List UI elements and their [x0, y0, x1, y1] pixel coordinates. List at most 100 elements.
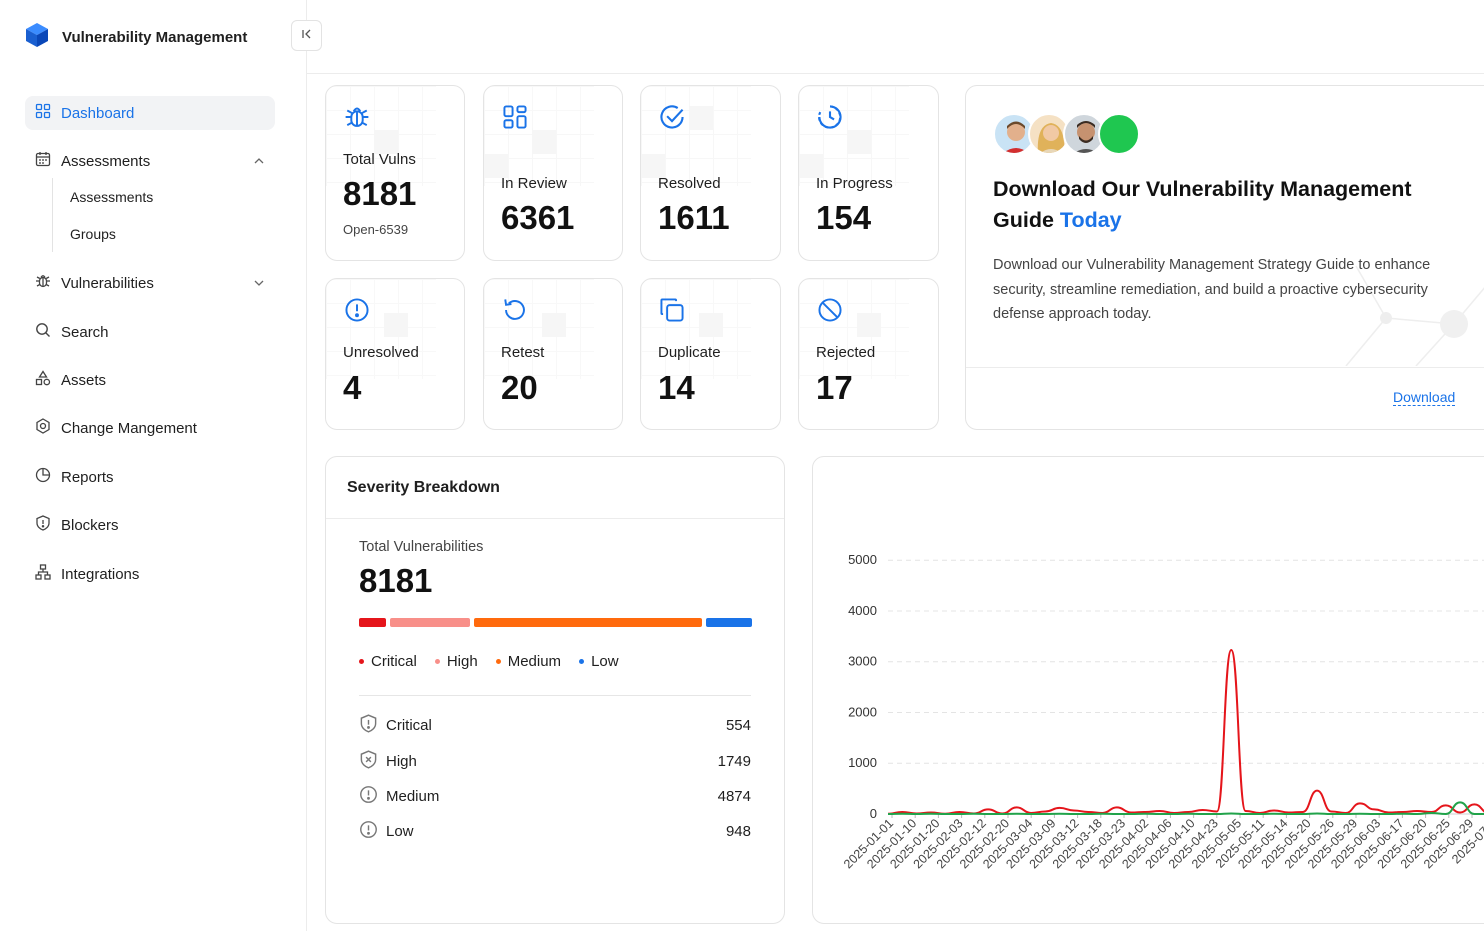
trend-chart: 0100020003000400050002025-01-012025-01-1…: [841, 552, 1484, 871]
stat-card-unresolved[interactable]: Unresolved 4: [325, 278, 465, 430]
trend-chart-card: 0 1000 2000 3000 4000 5000 2025-01-01 2025-01-1…: [812, 456, 1484, 924]
alert-circle-icon: [359, 820, 378, 843]
legend-label: Medium: [507, 653, 562, 670]
sidebar-item-assets[interactable]: Assets: [25, 363, 275, 397]
sidebar-subitem-groups[interactable]: Groups: [70, 225, 116, 242]
collapse-sidebar-button[interactable]: [291, 20, 322, 51]
stat-value: 4: [343, 369, 362, 406]
brand[interactable]: Vulnerability Management: [24, 22, 247, 53]
pattern-square: [689, 106, 713, 130]
shield-alert-icon: [35, 515, 51, 535]
stat-card-resolved[interactable]: Resolved 1611: [640, 85, 781, 261]
rotate-icon: [502, 297, 528, 328]
severity-breakdown-card: Severity Breakdown Total Vulnerabilities…: [325, 456, 785, 924]
severity-name: Low: [386, 822, 414, 840]
stat-value: 6361: [501, 199, 575, 236]
stat-card-in-review[interactable]: In Review 6361: [483, 85, 623, 261]
stat-sublabel: Open-6539: [343, 222, 409, 237]
sidebar-item-integrations[interactable]: Integrations: [25, 557, 275, 591]
shield-x-icon: [359, 749, 378, 773]
sidebar-item-dashboard[interactable]: Dashboard: [25, 96, 275, 130]
sidebar-item-search[interactable]: Search: [25, 315, 275, 349]
promo-description: Download our Vulnerability Management St…: [993, 257, 1431, 322]
promo-title: Download Our Vulnerability Management Gu…: [993, 174, 1433, 236]
sidebar: Vulnerability Management Dashboard: [0, 0, 307, 931]
download-link[interactable]: Download: [1393, 389, 1456, 406]
sidebar-item-vulnerabilities[interactable]: Vulnerabilities: [25, 266, 275, 300]
hexagon-icon: [35, 418, 51, 438]
sidebar-item-reports[interactable]: Reports: [25, 460, 275, 494]
legend-label: Low: [591, 653, 619, 670]
y-tick-label: 3000: [848, 654, 877, 669]
stat-label: Resolved: [658, 175, 721, 192]
sidebar-item-change-management[interactable]: Change Mangement: [25, 411, 275, 445]
logo-cube-icon: [24, 22, 50, 53]
severity-row-medium: Medium 4874: [359, 784, 751, 808]
series-line: [887, 801, 1484, 816]
pattern-square: [542, 313, 566, 337]
bug-icon: [344, 104, 370, 135]
legend-item-high[interactable]: High: [434, 653, 478, 670]
severity-count: 1749: [717, 752, 751, 770]
pattern-square: [641, 154, 665, 178]
sidebar-item-label: Assessments: [61, 152, 151, 170]
y-tick-label: 1000: [848, 755, 877, 770]
sidebar-item-label: Search: [61, 323, 109, 341]
severity-row-high: High 1749: [359, 749, 751, 773]
pattern-square: [374, 130, 398, 154]
total-vulnerabilities-label: Total Vulnerabilities: [359, 539, 484, 555]
chevron-down-icon: [253, 276, 265, 293]
stat-value: 17: [816, 369, 853, 406]
sidebar-item-assessments[interactable]: Assessments: [25, 144, 275, 178]
legend-label: Critical: [371, 653, 417, 670]
stat-label: Retest: [501, 344, 545, 361]
stat-card-duplicate[interactable]: Duplicate 14: [640, 278, 781, 430]
top-bar: [307, 0, 1484, 74]
severity-name: Medium: [386, 787, 440, 805]
sidebar-item-label: Blockers: [61, 516, 119, 534]
sidebar-nav: Dashboard Assessments Asses: [25, 96, 275, 591]
stat-label: In Review: [501, 175, 567, 192]
stat-value: 154: [816, 199, 872, 236]
total-vulnerabilities-value: 8181: [359, 562, 433, 599]
search-icon: [35, 322, 51, 342]
calendar-icon: [35, 151, 51, 171]
promo-title-highlight: Today: [1059, 208, 1122, 232]
severity-row-critical: Critical 554: [359, 713, 751, 737]
legend-dot: [359, 659, 364, 664]
grid-icon: [502, 104, 528, 135]
collapse-left-icon: [301, 27, 313, 45]
stat-card-total-vulns[interactable]: Total Vulns 8181 Open-6539: [325, 85, 465, 261]
legend-item-critical[interactable]: Critical: [359, 653, 417, 670]
sidebar-item-label: Dashboard: [61, 104, 135, 122]
stat-card-rejected[interactable]: Rejected 17: [798, 278, 939, 430]
sidebar-item-label: Assets: [61, 371, 107, 389]
sidebar-item-blockers[interactable]: Blockers: [25, 508, 275, 542]
y-tick-label: 2000: [848, 704, 877, 719]
severity-bar-critical[interactable]: [359, 618, 386, 627]
bug-icon: [35, 273, 51, 293]
pie-chart-icon: [35, 467, 51, 487]
stat-card-in-progress[interactable]: In Progress 154: [798, 85, 939, 261]
stat-label: Total Vulns: [343, 151, 416, 168]
severity-bar-low[interactable]: [706, 618, 752, 627]
severity-bar-high[interactable]: [390, 618, 470, 627]
clock-icon: [817, 104, 843, 135]
severity-bar-medium[interactable]: [474, 618, 702, 627]
app-title: Vulnerability Management: [62, 29, 248, 46]
card-pattern: [799, 279, 909, 379]
chevron-up-icon: [253, 154, 265, 171]
stat-label: In Progress: [816, 175, 893, 192]
ban-icon: [817, 297, 843, 328]
legend-item-medium[interactable]: Medium: [495, 653, 562, 670]
legend-item-low[interactable]: Low: [579, 653, 619, 670]
pattern-square: [847, 130, 871, 154]
severity-count: 4874: [717, 787, 751, 805]
stat-card-retest[interactable]: Retest 20: [483, 278, 623, 430]
sidebar-subitem-assessments[interactable]: Assessments: [70, 188, 154, 205]
y-tick-label: 0: [870, 806, 877, 821]
y-tick-label: 4000: [848, 603, 877, 618]
sidebar-item-label: Reports: [61, 468, 114, 486]
promo-card: Download Our Vulnerability Management Gu…: [965, 85, 1484, 430]
